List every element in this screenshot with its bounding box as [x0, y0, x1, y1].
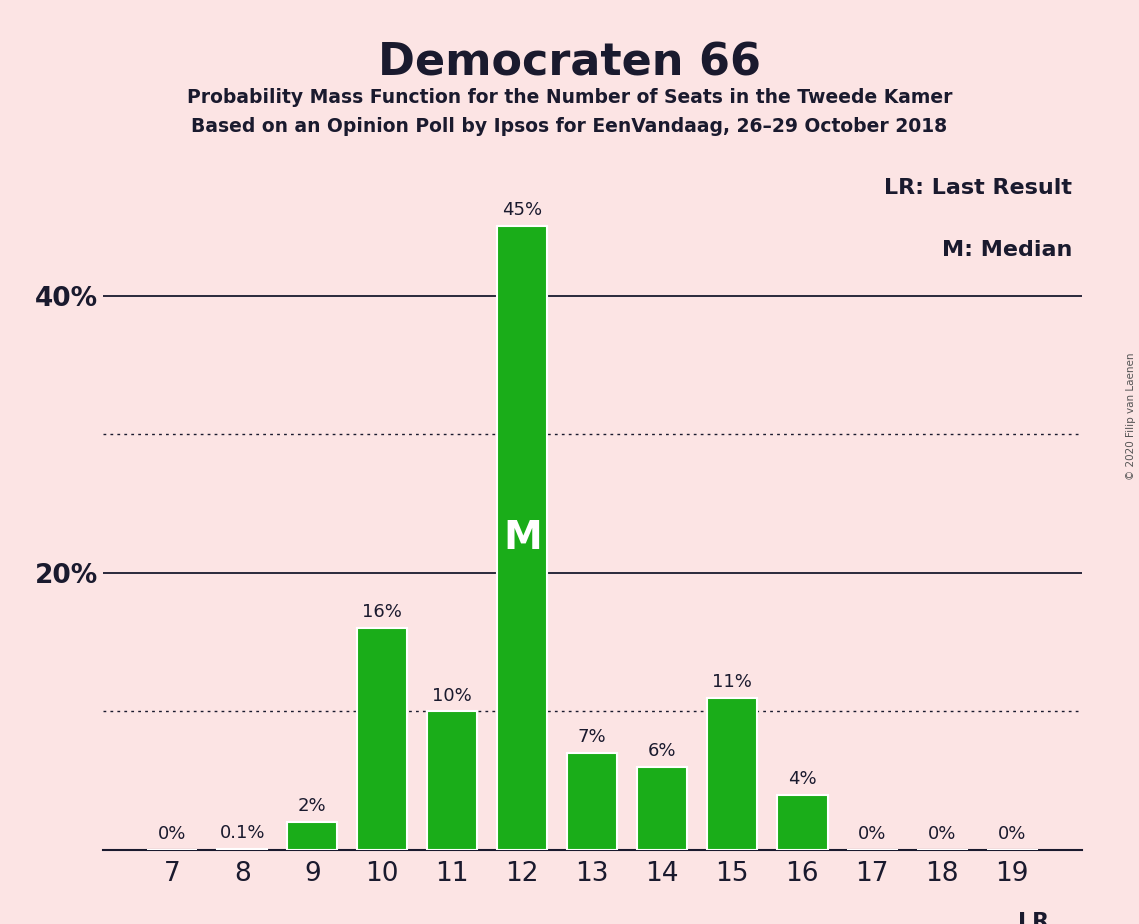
Text: © 2020 Filip van Laenen: © 2020 Filip van Laenen [1126, 352, 1136, 480]
Text: Probability Mass Function for the Number of Seats in the Tweede Kamer: Probability Mass Function for the Number… [187, 88, 952, 107]
Text: LR: Last Result: LR: Last Result [884, 177, 1072, 198]
Text: 0%: 0% [998, 825, 1026, 843]
Text: 4%: 4% [788, 770, 817, 787]
Text: 0.1%: 0.1% [220, 824, 265, 842]
Text: 7%: 7% [577, 728, 607, 747]
Bar [637, 767, 688, 850]
Bar [707, 698, 757, 850]
Bar [567, 753, 617, 850]
Text: 0%: 0% [858, 825, 886, 843]
Text: LR: LR [1018, 913, 1049, 924]
Bar [497, 226, 548, 850]
Bar [777, 795, 828, 850]
Text: 16%: 16% [362, 603, 402, 621]
Text: 2%: 2% [298, 797, 327, 816]
Bar [218, 848, 268, 850]
Text: 45%: 45% [502, 201, 542, 220]
Bar [287, 822, 337, 850]
Text: 0%: 0% [158, 825, 187, 843]
Bar [357, 628, 408, 850]
Text: 11%: 11% [712, 673, 752, 691]
Text: M: M [503, 519, 542, 557]
Text: 10%: 10% [433, 687, 473, 704]
Text: M: Median: M: Median [942, 240, 1072, 261]
Text: 0%: 0% [928, 825, 957, 843]
Bar [427, 711, 477, 850]
Text: 6%: 6% [648, 742, 677, 760]
Text: Based on an Opinion Poll by Ipsos for EenVandaag, 26–29 October 2018: Based on an Opinion Poll by Ipsos for Ee… [191, 117, 948, 137]
Text: Democraten 66: Democraten 66 [378, 42, 761, 85]
